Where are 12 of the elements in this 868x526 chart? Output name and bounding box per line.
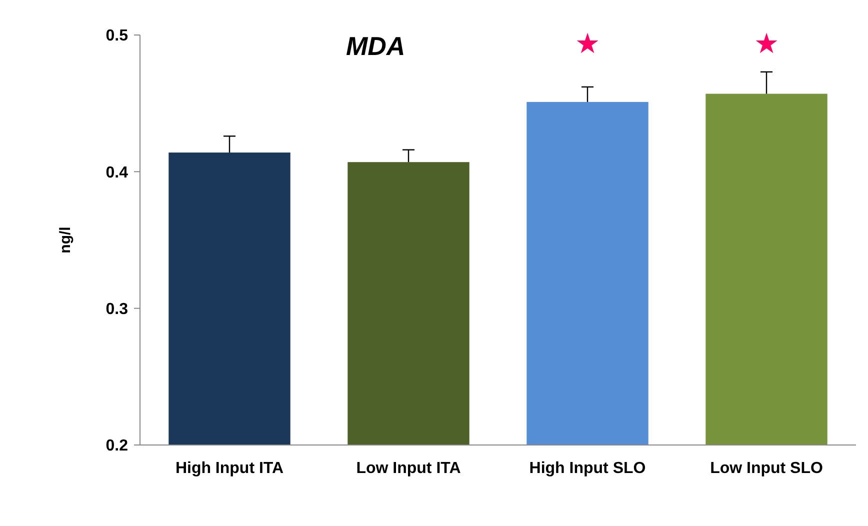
y-tick-label: 0.4 <box>106 164 128 182</box>
y-tick-label: 0.2 <box>106 438 128 455</box>
chart-title: MDA <box>346 31 406 61</box>
x-tick-label: High Input ITA <box>175 460 284 477</box>
annotation: ★ <box>574 26 600 60</box>
y-tick-label: 0.3 <box>106 300 128 318</box>
x-tick-label: High Input SLO <box>529 460 646 477</box>
y-tick-label: 0.5 <box>106 28 128 45</box>
y-axis-title: ng/l <box>57 226 74 254</box>
x-tick-label: Low Input SLO <box>710 460 823 477</box>
annotation: ★ <box>754 26 780 60</box>
x-tick-label: Low Input ITA <box>356 460 462 477</box>
